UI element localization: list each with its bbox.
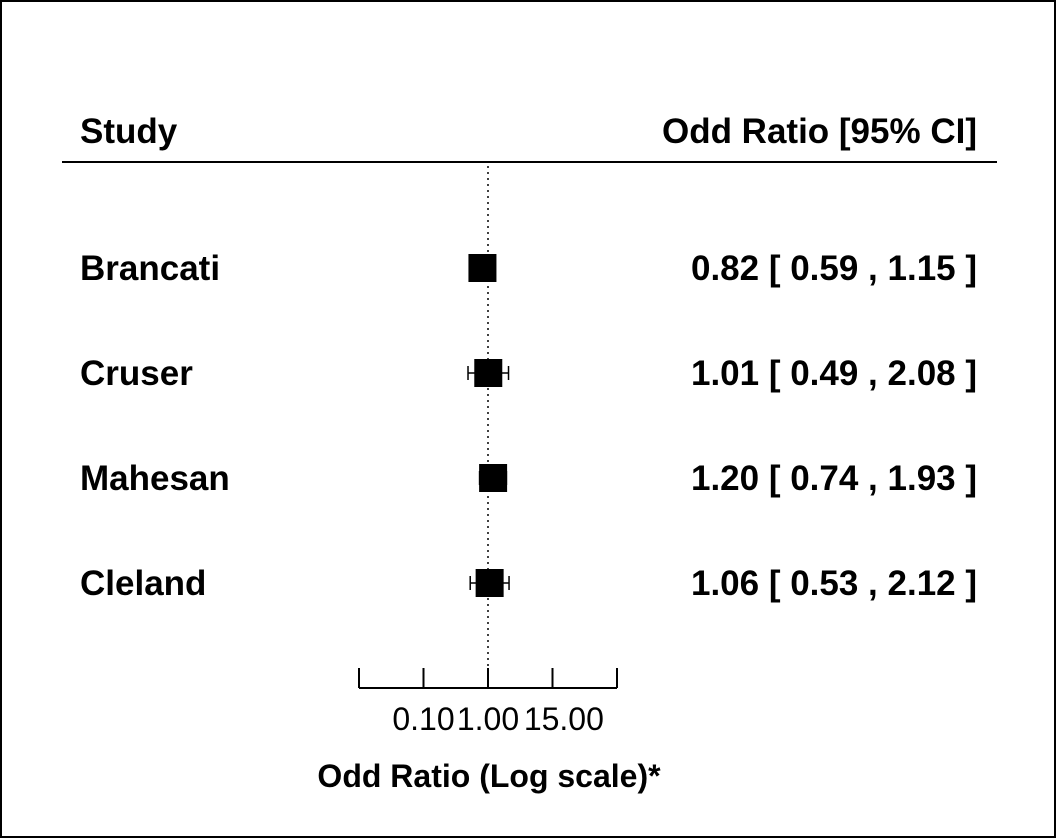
point-estimate-square xyxy=(479,464,508,492)
study-name: Cruser xyxy=(80,354,193,393)
effect-value: 1.06 [ 0.53 , 2.12 ] xyxy=(691,564,977,603)
x-axis-tick-label: 1.00 xyxy=(457,701,519,737)
x-axis-tick-label: 0.10 xyxy=(392,701,454,737)
point-estimate-square xyxy=(475,569,504,597)
study-rows: Brancati 0.82 [ 0.59 , 1.15 ] Cruser 1.01 [… xyxy=(80,249,977,603)
x-axis-title: Odd Ratio (Log scale)* xyxy=(317,758,661,794)
point-estimate-square xyxy=(468,254,497,282)
header-study: Study xyxy=(80,112,178,151)
x-axis-tick-label: 15.00 xyxy=(524,701,604,737)
study-row: Cleland 1.06 [ 0.53 , 2.12 ] xyxy=(80,564,977,603)
study-name: Mahesan xyxy=(80,459,230,498)
header-effect: Odd Ratio [95% CI] xyxy=(662,112,977,151)
study-name: Brancati xyxy=(80,249,220,288)
study-name: Cleland xyxy=(80,564,206,603)
study-row: Mahesan 1.20 [ 0.74 , 1.93 ] xyxy=(80,459,977,498)
effect-value: 1.20 [ 0.74 , 1.93 ] xyxy=(691,459,977,498)
point-estimate-square xyxy=(474,359,503,387)
effect-value: 1.01 [ 0.49 , 2.08 ] xyxy=(691,354,977,393)
effect-value: 0.82 [ 0.59 , 1.15 ] xyxy=(691,249,977,288)
x-axis: 0.10 1.00 15.00 xyxy=(358,668,618,737)
study-row: Cruser 1.01 [ 0.49 , 2.08 ] xyxy=(80,354,977,393)
study-row: Brancati 0.82 [ 0.59 , 1.15 ] xyxy=(80,249,977,288)
